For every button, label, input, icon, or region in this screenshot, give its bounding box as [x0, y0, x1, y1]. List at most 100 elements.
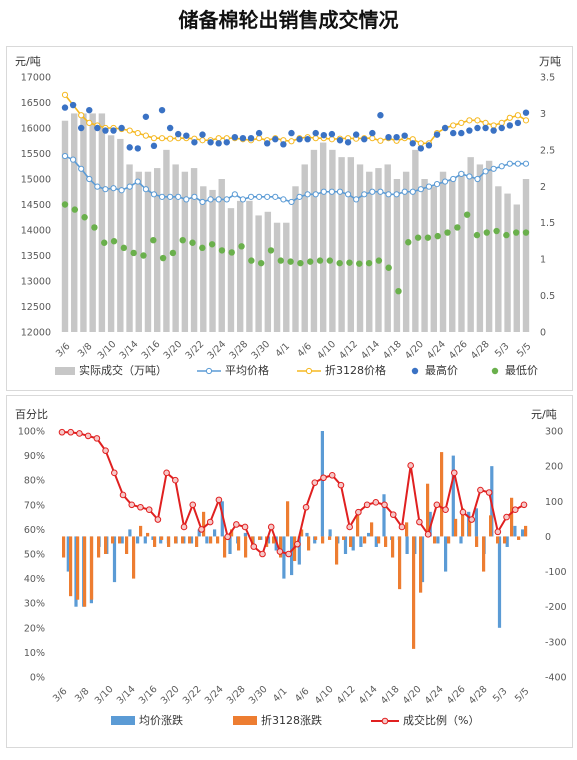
ratio-point — [311, 479, 319, 486]
volume-bar — [310, 149, 318, 332]
adj-price-point — [506, 114, 513, 121]
max-price-point — [296, 136, 303, 143]
adj-price-point — [522, 117, 530, 124]
y-tick-right: 3.5 — [540, 73, 555, 84]
avg-price-point — [353, 196, 360, 203]
adj-change-bar — [188, 536, 192, 544]
min-price-point — [101, 239, 108, 246]
x-tick-label: 4/14 — [359, 339, 382, 362]
max-price-point — [166, 124, 174, 132]
avg-price-point — [126, 183, 133, 190]
adj-change-bar — [195, 536, 199, 547]
adj-price-point — [498, 119, 505, 127]
avg-price-point — [304, 191, 311, 198]
avg-change-bar — [213, 529, 217, 537]
x-tick-label: 4/18 — [381, 339, 404, 362]
x-tick-label: 4/6 — [295, 341, 314, 360]
adj-change-bar — [510, 497, 514, 537]
ratio-point — [424, 531, 432, 538]
adj-change-bar — [391, 536, 395, 558]
max-price-point — [344, 139, 352, 146]
avg-change-bar — [351, 536, 355, 551]
volume-bar — [190, 168, 198, 332]
volume-bar — [209, 189, 216, 332]
min-price-point — [483, 229, 490, 236]
avg-change-bar — [436, 536, 440, 544]
adj-change-bar — [272, 536, 276, 544]
adj-change-bar — [440, 452, 444, 537]
legend-swatch-volume — [55, 367, 75, 375]
adj-price-point — [466, 117, 473, 124]
x-tick-label: 3/16 — [137, 684, 160, 707]
x-tick-label: 5/5 — [513, 686, 532, 705]
max-price-point — [377, 112, 384, 119]
ratio-point — [111, 469, 118, 477]
avg-price-point — [522, 160, 530, 167]
x-tick-label: 4/28 — [467, 684, 490, 707]
avg-price-point — [296, 193, 303, 200]
x-tick-label: 4/28 — [469, 339, 492, 362]
adj-price-point — [377, 137, 384, 144]
avg-change-bar — [266, 536, 271, 544]
y-tick-right: 2.5 — [540, 145, 555, 156]
ratio-point — [363, 501, 371, 509]
x-tick-label: 3/24 — [205, 339, 228, 362]
legend-label-avg: 平均价格 — [225, 363, 269, 377]
ratio-point — [67, 428, 75, 436]
avg-change-bar — [320, 431, 324, 537]
avg-price-point — [417, 186, 424, 193]
adj-change-bar — [125, 536, 129, 554]
x-tick-label: 3/8 — [76, 341, 95, 360]
ratio-point — [233, 521, 240, 528]
avg-price-point — [102, 186, 109, 193]
max-price-point — [417, 145, 425, 152]
volume-bar — [89, 113, 96, 332]
max-price-point — [385, 133, 392, 141]
x-tick-label: 3/6 — [54, 341, 73, 360]
adj-change-bar — [160, 536, 164, 540]
avg-price-point — [110, 185, 117, 192]
volume-bar — [117, 138, 124, 332]
max-price-point — [207, 139, 214, 146]
y-tick-left: 80% — [24, 476, 45, 487]
y-tick-left: 100% — [18, 427, 45, 438]
min-price-point — [356, 260, 363, 267]
volume-bar — [439, 171, 447, 332]
min-price-point — [473, 231, 481, 239]
max-price-point — [118, 124, 125, 132]
avg-change-bar — [189, 536, 194, 544]
volume-bar — [421, 179, 428, 332]
avg-change-bar — [136, 536, 140, 544]
x-tick-label: 4/10 — [315, 339, 338, 362]
max-price-point — [361, 136, 368, 143]
adj-change-bar — [174, 536, 178, 544]
volume-bar — [504, 193, 511, 332]
avg-change-bar — [405, 536, 409, 554]
avg-price-point — [239, 196, 247, 203]
ratio-point — [224, 533, 231, 541]
adj-change-bar — [503, 536, 507, 544]
adj-price-point — [417, 140, 424, 147]
adj-change-bar — [139, 525, 143, 537]
volume-bar — [384, 164, 391, 332]
avg-change-bar — [197, 529, 201, 537]
max-price-point — [142, 113, 150, 120]
ratio-point — [511, 506, 519, 514]
volume-bar — [402, 171, 410, 332]
avg-price-point — [175, 193, 182, 200]
adj-price-point — [150, 135, 158, 142]
min-price-point — [375, 257, 383, 264]
ratio-point — [267, 523, 275, 531]
volume-bar — [80, 113, 87, 332]
volume-bar — [449, 179, 456, 332]
volume-bar — [430, 186, 437, 332]
min-price-point — [218, 247, 226, 254]
max-price-point — [61, 104, 69, 111]
min-price-point — [208, 241, 216, 248]
volume-bar — [522, 179, 530, 332]
volume-bar — [329, 149, 336, 332]
adj-change-bar — [363, 536, 367, 544]
min-price-point — [297, 259, 304, 267]
volume-bar — [144, 171, 152, 332]
volume-bar — [126, 164, 133, 332]
